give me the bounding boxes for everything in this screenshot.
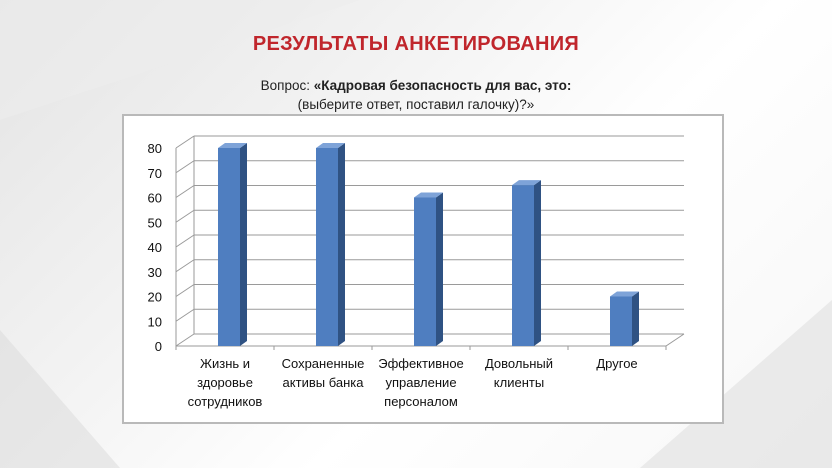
bar <box>414 197 436 346</box>
y-tick-label: 70 <box>148 166 162 181</box>
y-tick-label: 0 <box>155 339 162 354</box>
category-label: Сохраненные <box>282 356 365 371</box>
bar-top <box>218 143 247 148</box>
y-tick-label: 30 <box>148 265 162 280</box>
category-label: Жизнь и <box>200 356 250 371</box>
bar-top <box>316 143 345 148</box>
bar-side <box>534 180 541 346</box>
gridline-depth <box>175 209 195 223</box>
gridline-depth <box>175 284 195 297</box>
gridline-depth <box>175 160 195 174</box>
y-tick-label: 80 <box>148 141 162 156</box>
bar-side <box>632 291 639 346</box>
category-label: персоналом <box>384 394 458 409</box>
question-line-1: Вопрос: «Кадровая безопасность для вас, … <box>0 76 832 95</box>
gridline-depth <box>175 333 195 347</box>
category-label: клиенты <box>494 375 544 390</box>
bar-chart: 0 10 20 30 40 50 60 70 80 Жизнь и здоровье сотрудни… <box>148 135 685 409</box>
y-tick-label: 50 <box>148 215 162 230</box>
category-label: Эффективное <box>378 356 464 371</box>
bar-top <box>512 180 541 186</box>
y-tick-label: 10 <box>148 314 162 329</box>
category-label: Довольный <box>485 356 553 371</box>
bar <box>316 148 338 346</box>
category-label: сотрудников <box>188 394 263 409</box>
question-text: Вопрос: «Кадровая безопасность для вас, … <box>0 76 832 114</box>
gridline-depth <box>175 234 195 248</box>
bar <box>512 185 534 346</box>
y-tick-label: 20 <box>148 290 162 305</box>
bar-top <box>414 192 443 198</box>
gridline-depth <box>175 135 195 149</box>
bar-side <box>338 143 345 346</box>
gridline-depth <box>175 259 195 273</box>
bar <box>218 148 240 346</box>
category-label: активы банка <box>283 375 365 390</box>
category-label: Другое <box>596 356 637 371</box>
bar-side <box>436 192 443 346</box>
bar <box>610 296 632 346</box>
y-tick-label: 60 <box>148 191 162 206</box>
category-label: здоровье <box>197 375 253 390</box>
question-line-2: (выберите ответ, поставил галочку)?» <box>297 97 535 112</box>
chart-frame: 0 10 20 30 40 50 60 70 80 Жизнь и здоровье сотрудни… <box>122 114 724 424</box>
bar-top <box>610 291 639 297</box>
question-main: «Кадровая безопасность для вас, это: <box>313 78 572 93</box>
gridline-depth <box>175 185 195 198</box>
bar-side <box>240 143 247 346</box>
y-tick-label: 40 <box>148 240 162 255</box>
category-label: управление <box>385 375 456 390</box>
slide-title: РЕЗУЛЬТАТЫ АНКЕТИРОВАНИЯ <box>252 33 580 55</box>
gridline-depth <box>175 308 195 322</box>
question-prefix: Вопрос: <box>260 78 314 93</box>
